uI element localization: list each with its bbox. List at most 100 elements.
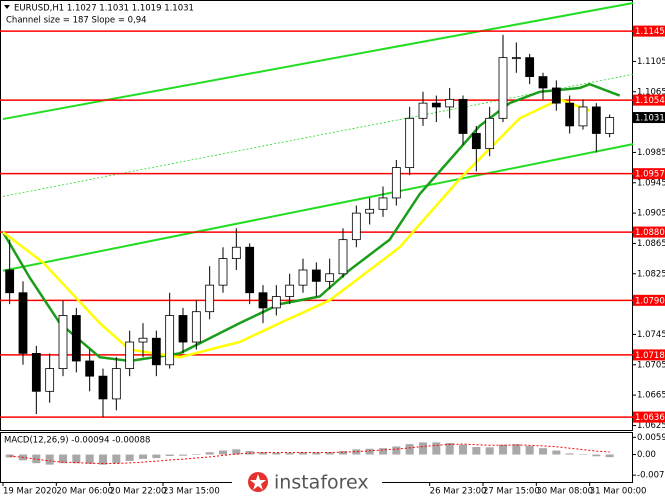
candle-body (405, 117, 415, 169)
candle-body (271, 296, 281, 309)
macd-bar (325, 452, 334, 455)
logo-icon (248, 472, 268, 492)
level-label-box (633, 94, 665, 106)
macd-bar (605, 454, 614, 458)
y-tick-label: 1.0745 (637, 330, 665, 340)
level-label: 1.0718 (635, 351, 665, 361)
candle-body (138, 337, 148, 343)
level-label-box (633, 168, 665, 180)
macd-bar (525, 445, 534, 455)
x-tick-label: 23 Mar 15:00 (163, 487, 220, 497)
macd-bar (419, 442, 427, 455)
y-tick-label: 1.0905 (637, 209, 665, 219)
y-tick-label: 1.0985 (637, 148, 665, 158)
candle-body (151, 337, 161, 366)
macd-bar (405, 444, 414, 455)
candle-body (258, 292, 268, 309)
candle-body (578, 106, 588, 127)
macd-bar (472, 447, 481, 455)
x-tick-label: 20 Mar 06:00 (56, 487, 113, 497)
candle-body (58, 315, 68, 369)
candle-body (31, 353, 41, 392)
chart-subtitle: Channel size = 187 Slope = 0,94 (6, 16, 147, 26)
candle-body (85, 360, 95, 377)
y-tick-label: 1.0625 (637, 421, 665, 431)
candle-body (111, 368, 121, 400)
candle-body (591, 106, 601, 134)
candle-body (98, 375, 108, 400)
macd-bar (539, 448, 547, 455)
macd-bar (272, 452, 281, 455)
x-tick-label: 19 Mar 2020 (3, 487, 57, 497)
chart-title: EURUSD,H1 1.1027 1.1031 1.1019 1.1031 (14, 4, 194, 14)
level-label-box (633, 411, 665, 423)
candle-body (125, 341, 135, 369)
macd-bar (579, 454, 587, 456)
macd-bar (99, 454, 107, 465)
macd-bar (32, 454, 41, 464)
y-tick-label: 1.0705 (637, 360, 665, 370)
candle-body (365, 208, 375, 214)
x-tick-label: 31 Mar 00:00 (590, 487, 647, 497)
macd-bar (379, 448, 387, 455)
macd-bar (552, 450, 561, 455)
macd-bar (232, 449, 241, 455)
macd-bar (485, 447, 494, 455)
candle-body (351, 212, 361, 241)
candle-body (18, 292, 28, 354)
macd-bar (59, 454, 67, 464)
candle-body (338, 239, 348, 275)
candle-body (538, 76, 548, 89)
watermark: instaforex (274, 472, 369, 494)
y-tick-label: 1.0665 (637, 391, 665, 401)
level-label-box (633, 25, 665, 37)
macd-bar (85, 454, 94, 464)
candle-body (191, 311, 201, 343)
macd-bar (219, 450, 227, 455)
x-tick-label: 27 Mar 15:00 (483, 487, 540, 497)
candle-body (178, 315, 188, 343)
level-label: 1.0790 (635, 296, 665, 306)
level-label-box (633, 294, 665, 306)
y-tick-label: 1.1065 (637, 87, 665, 97)
candle-body (431, 102, 441, 108)
candle-body (391, 167, 401, 199)
level-label-box (633, 349, 665, 361)
macd-bar (45, 454, 54, 465)
x-tick-label: 26 Mar 23:00 (430, 487, 487, 497)
macd-bar (445, 442, 454, 455)
macd-bar (112, 454, 121, 464)
candle-body (498, 57, 508, 119)
x-tick-label: 30 Mar 08:00 (536, 487, 593, 497)
macd-bar (5, 454, 14, 458)
candle-body (525, 57, 535, 77)
candle-body (231, 246, 241, 260)
macd-signal (9, 443, 610, 464)
candle-body (605, 117, 615, 134)
macd-bar (499, 444, 507, 455)
macd-bar (565, 453, 574, 455)
moving-average (2, 97, 591, 359)
macd-bar (152, 454, 161, 459)
y-tick-label: 0.00596 (637, 433, 665, 443)
candle-body (205, 284, 215, 313)
candle-body (445, 98, 455, 108)
macd-bar (432, 442, 441, 455)
logo-box (232, 462, 382, 499)
candle-body (471, 133, 481, 150)
channel-line (2, 73, 634, 197)
level-label: 1.1145 (635, 27, 665, 37)
y-tick-label: 0.00 (637, 450, 656, 460)
macd-bar (139, 454, 147, 459)
level-label: 1.0957 (635, 170, 665, 180)
candle-body (311, 269, 321, 282)
macd-bar (72, 454, 81, 464)
candle-body (458, 98, 468, 134)
macd-bar (165, 454, 174, 456)
y-tick-label: -0.00713 (637, 471, 665, 481)
candle-body (5, 269, 15, 294)
macd-bar (352, 449, 361, 455)
macd-bar (512, 444, 521, 455)
